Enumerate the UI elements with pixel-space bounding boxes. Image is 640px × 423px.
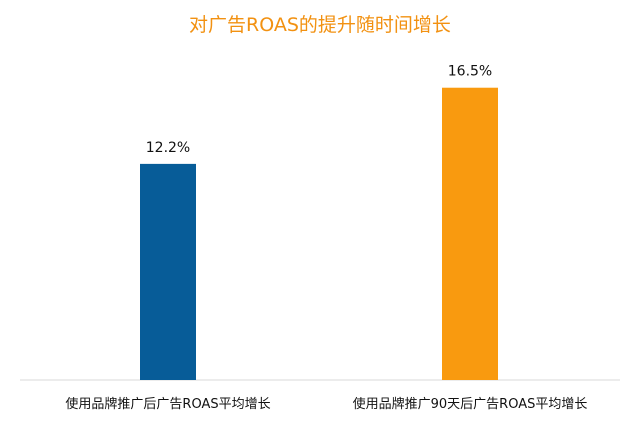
bar-value-label-1: 12.2% [146,140,190,156]
bar-value-label-2: 16.5% [448,64,492,80]
chart-title: 对广告ROAS的提升随时间增长 [189,14,451,36]
category-label-2: 使用品牌推广90天后广告ROAS平均增长 [353,396,588,412]
bar-1 [140,163,196,380]
category-label-1: 使用品牌推广后广告ROAS平均增长 [65,396,270,412]
bar-2 [442,87,498,380]
